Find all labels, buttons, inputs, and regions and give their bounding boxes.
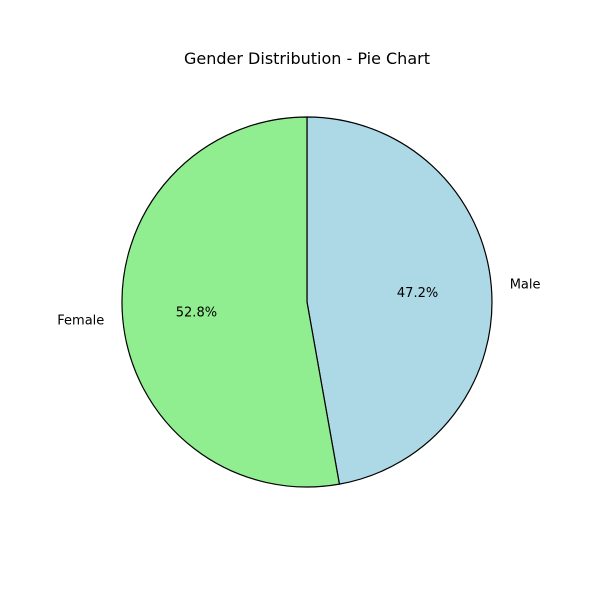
slice-label-male: Male bbox=[510, 278, 541, 293]
pie-slice-female bbox=[121, 116, 340, 488]
percent-label-male: 47.2% bbox=[397, 286, 438, 301]
pie-slice-male bbox=[306, 116, 493, 485]
chart-title: Gender Distribution - Pie Chart bbox=[184, 49, 430, 68]
pie-labels: Male 47.2% Female 52.8% bbox=[57, 278, 540, 329]
percent-label-female: 52.8% bbox=[176, 305, 217, 320]
pie-slices bbox=[121, 116, 493, 488]
slice-label-female: Female bbox=[57, 313, 104, 328]
